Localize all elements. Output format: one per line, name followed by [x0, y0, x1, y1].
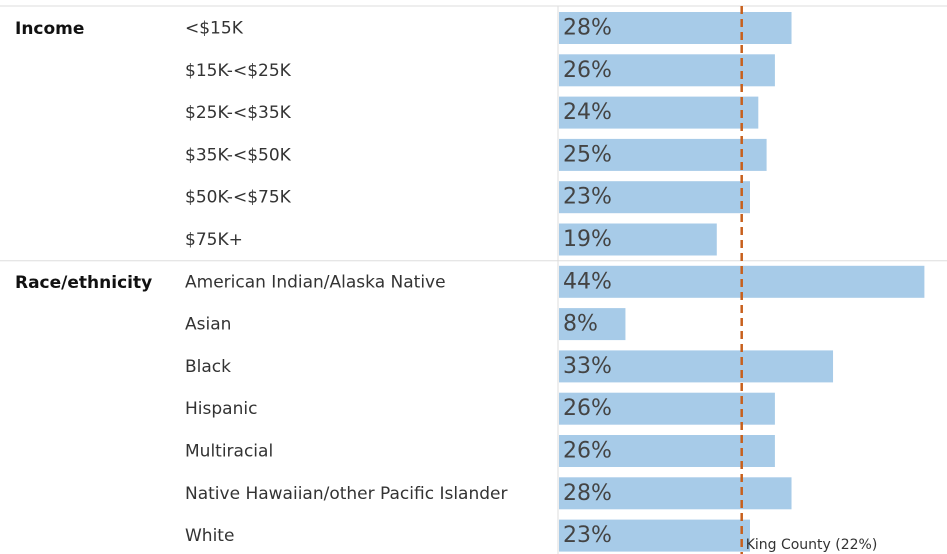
category-label: $35K-<$50K: [185, 145, 292, 165]
bar: [559, 519, 750, 552]
value-label: 26%: [563, 439, 612, 464]
value-label: 33%: [563, 354, 612, 379]
value-label: 24%: [563, 100, 612, 125]
category-label: American Indian/Alaska Native: [185, 272, 446, 292]
bar: [559, 308, 626, 341]
category-label: <$15K: [185, 19, 244, 39]
value-label: 44%: [563, 269, 612, 294]
category-label: Asian: [185, 315, 231, 335]
bar: [559, 96, 759, 129]
bar: [559, 223, 717, 256]
value-label: 28%: [563, 16, 612, 41]
bar: [559, 12, 792, 44]
category-label: White: [185, 526, 234, 546]
value-label: 23%: [563, 523, 612, 548]
value-label: 23%: [563, 185, 612, 210]
category-label: Black: [185, 357, 231, 377]
bar: [559, 477, 792, 510]
bar: [559, 435, 775, 467]
category-label: $15K-<$25K: [185, 61, 292, 81]
group-label: Race/ethnicity: [15, 273, 152, 293]
group-label: Income: [15, 19, 84, 39]
value-label: 28%: [563, 481, 612, 506]
category-label: $50K-<$75K: [185, 188, 292, 208]
category-label: Native Hawaiian/other Pacific Islander: [185, 484, 508, 504]
bar: [559, 392, 775, 425]
reference-label: King County (22%): [746, 537, 878, 553]
value-label: 8%: [563, 312, 598, 337]
value-label: 19%: [563, 227, 612, 252]
category-label: Multiracial: [185, 442, 273, 462]
category-label: $25K-<$35K: [185, 103, 292, 123]
category-label: $75K+: [185, 230, 243, 250]
bar: [559, 350, 834, 383]
bar: [559, 138, 767, 171]
value-label: 26%: [563, 58, 612, 83]
category-label: Hispanic: [185, 399, 257, 419]
value-label: 26%: [563, 396, 612, 421]
bar: [559, 181, 750, 214]
value-label: 25%: [563, 142, 612, 167]
bar: [559, 54, 775, 87]
